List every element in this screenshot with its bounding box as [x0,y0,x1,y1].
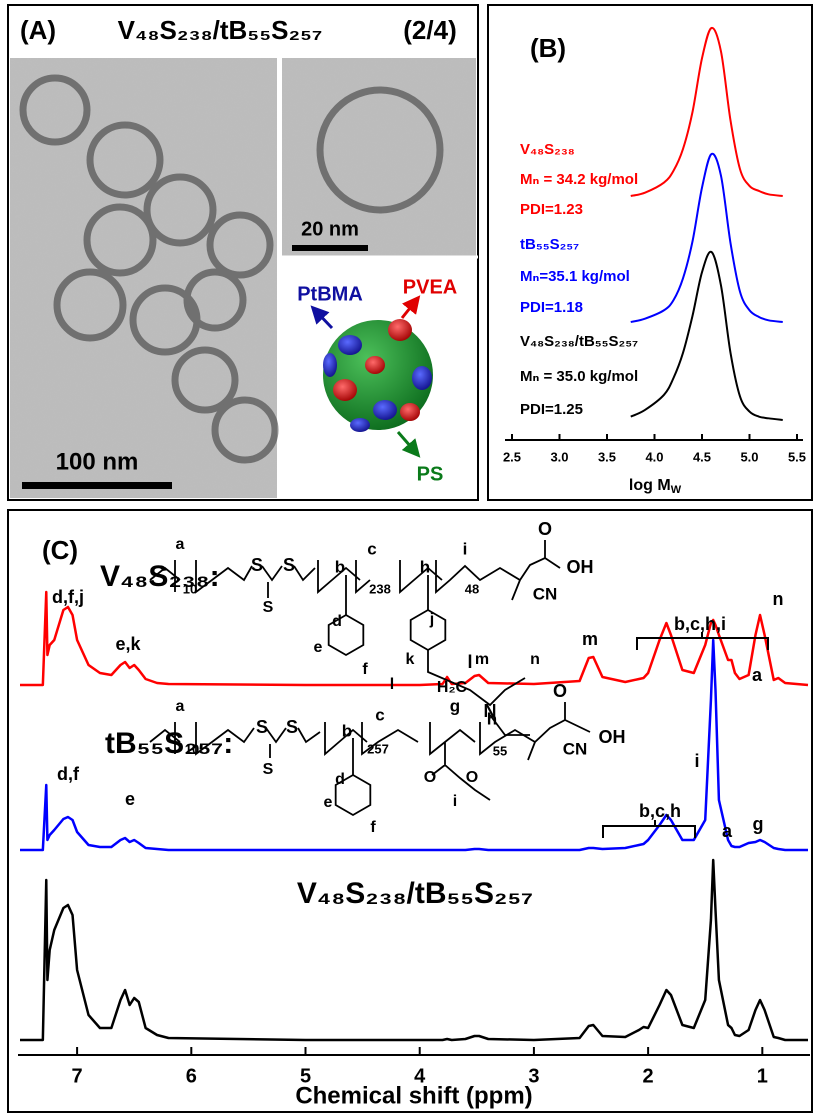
structure-label: CN [563,739,588,758]
series-label: V₄₈S₂₃₈/tB₅₅S₂₅₇ [297,877,533,910]
x-tick-label: 6 [186,1065,197,1087]
peak-label: i [694,751,699,771]
structure-label: f [362,661,368,678]
series-annotation: Mₙ=35.1 kg/mol [520,268,630,285]
panel-label: (C) [42,535,78,565]
structure-label: b [342,721,352,740]
series-annotation: PDI=1.18 [520,299,583,316]
page: { "panel_a": {"label": "(A)", "title": "… [0,0,816,1117]
structure-label: j [429,611,434,628]
structure-label: g [450,696,460,715]
ratio: (2/4) [403,15,456,45]
structure-label: c [367,539,376,558]
block-label: PS [417,463,444,485]
peak-label: e [125,789,135,809]
structure-label: CN [533,584,558,603]
x-tick-label: 7 [72,1065,83,1087]
peak-label: l [467,652,472,672]
sample-title: V₄₈S₂₃₈/tB₅₅S₂₅₇ [118,15,323,45]
structure-label: O [424,769,436,786]
x-tick-label: 2 [643,1065,654,1087]
structure-label: f [370,819,376,836]
structure-label: a [176,698,185,715]
figure: (A) V₄₈S₂₃₈/tB₅₅S₂₅₇ (2/4) 20 nm 100 nm … [0,0,816,1117]
panel-label: (A) [20,15,56,45]
structure-label: m [475,651,489,668]
x-tick-label: 2.5 [503,449,521,464]
structure-label: d [335,771,345,788]
structure-label: n [530,651,540,668]
structure-label: O [553,681,567,701]
structure-label: S [256,717,268,737]
scale-bar [22,482,172,489]
scale-label: 100 nm [56,448,139,475]
block-label: PtBMA [297,283,363,305]
structure-label: i [463,539,468,558]
series-label: tB₅₅S₂₅₇: [105,727,233,760]
x-tick-label: 5.0 [740,449,758,464]
peak-label: d,f,j [52,587,84,607]
series-annotation: PDI=1.25 [520,401,583,418]
peak-label: b,c,h [639,801,681,821]
structure-label: S [251,555,263,575]
x-axis-title-main: log M [629,477,671,494]
peak-label: a [752,665,763,685]
panel-c-frame [8,510,812,1112]
peak-label: m [582,629,598,649]
x-tick-label: 3.5 [598,449,616,464]
structure-label: OH [599,727,626,747]
structure-label: e [324,794,333,811]
structure-label: a [176,536,185,553]
series-annotation: Mₙ = 35.0 kg/mol [520,368,638,385]
series-annotation: Mₙ = 34.2 kg/mol [520,171,638,188]
x-tick-label: 4.0 [645,449,663,464]
x-tick-label: 5.5 [788,449,806,464]
series-annotation: PDI=1.23 [520,201,583,218]
x-tick-label: 5 [300,1065,311,1087]
structure-label: c [375,705,384,724]
structure-label: 48 [465,581,479,596]
structure-label: OH [567,557,594,577]
x-tick-label: 3.0 [550,449,568,464]
structure-label: b [335,557,345,576]
structure-label: d [332,613,342,630]
structure-label: O [466,769,478,786]
structure-label: 10 [185,741,199,756]
peak-label: d,f [57,764,80,784]
structure-label: S [283,555,295,575]
structure-label: S [263,599,274,616]
block-label: PVEA [403,276,457,298]
structure-label: S [286,717,298,737]
structure-label: 10 [183,581,197,596]
panel-label: (B) [530,33,566,63]
peak-label: a [722,821,733,841]
structure-label: 257 [367,741,389,756]
peak-label: g [753,814,764,834]
x-tick-label: 4.5 [693,449,711,464]
x-tick-label: 4 [414,1065,426,1087]
structure-label: k [406,651,415,668]
structure-label: H₂C [437,679,468,696]
structure-label: O [538,519,552,539]
peak-label: n [773,589,784,609]
scale-label: 20 nm [301,218,359,240]
structure-label: i [453,793,457,810]
x-tick-label: 3 [528,1065,539,1087]
x-tick-label: 1 [757,1065,768,1087]
series-label: V₄₈S₂₃₈/tB₅₅S₂₅₇ [520,333,638,350]
structure-label: h [420,557,430,576]
structure-label: e [314,639,323,656]
series-label: tB₅₅S₂₅₇ [520,236,579,253]
peak-label: e,k [115,634,141,654]
x-axis-title-sub: W [671,484,682,496]
peak-label: b,c,h,i [674,614,726,634]
scale-bar [292,245,368,251]
structure-label: S [263,761,274,778]
structure-label: 238 [369,581,391,596]
series-label: V₄₈S₂₃₈ [520,141,575,158]
structure-label: l [390,676,394,693]
structure-label: h [487,709,497,728]
structure-label: 55 [493,743,507,758]
